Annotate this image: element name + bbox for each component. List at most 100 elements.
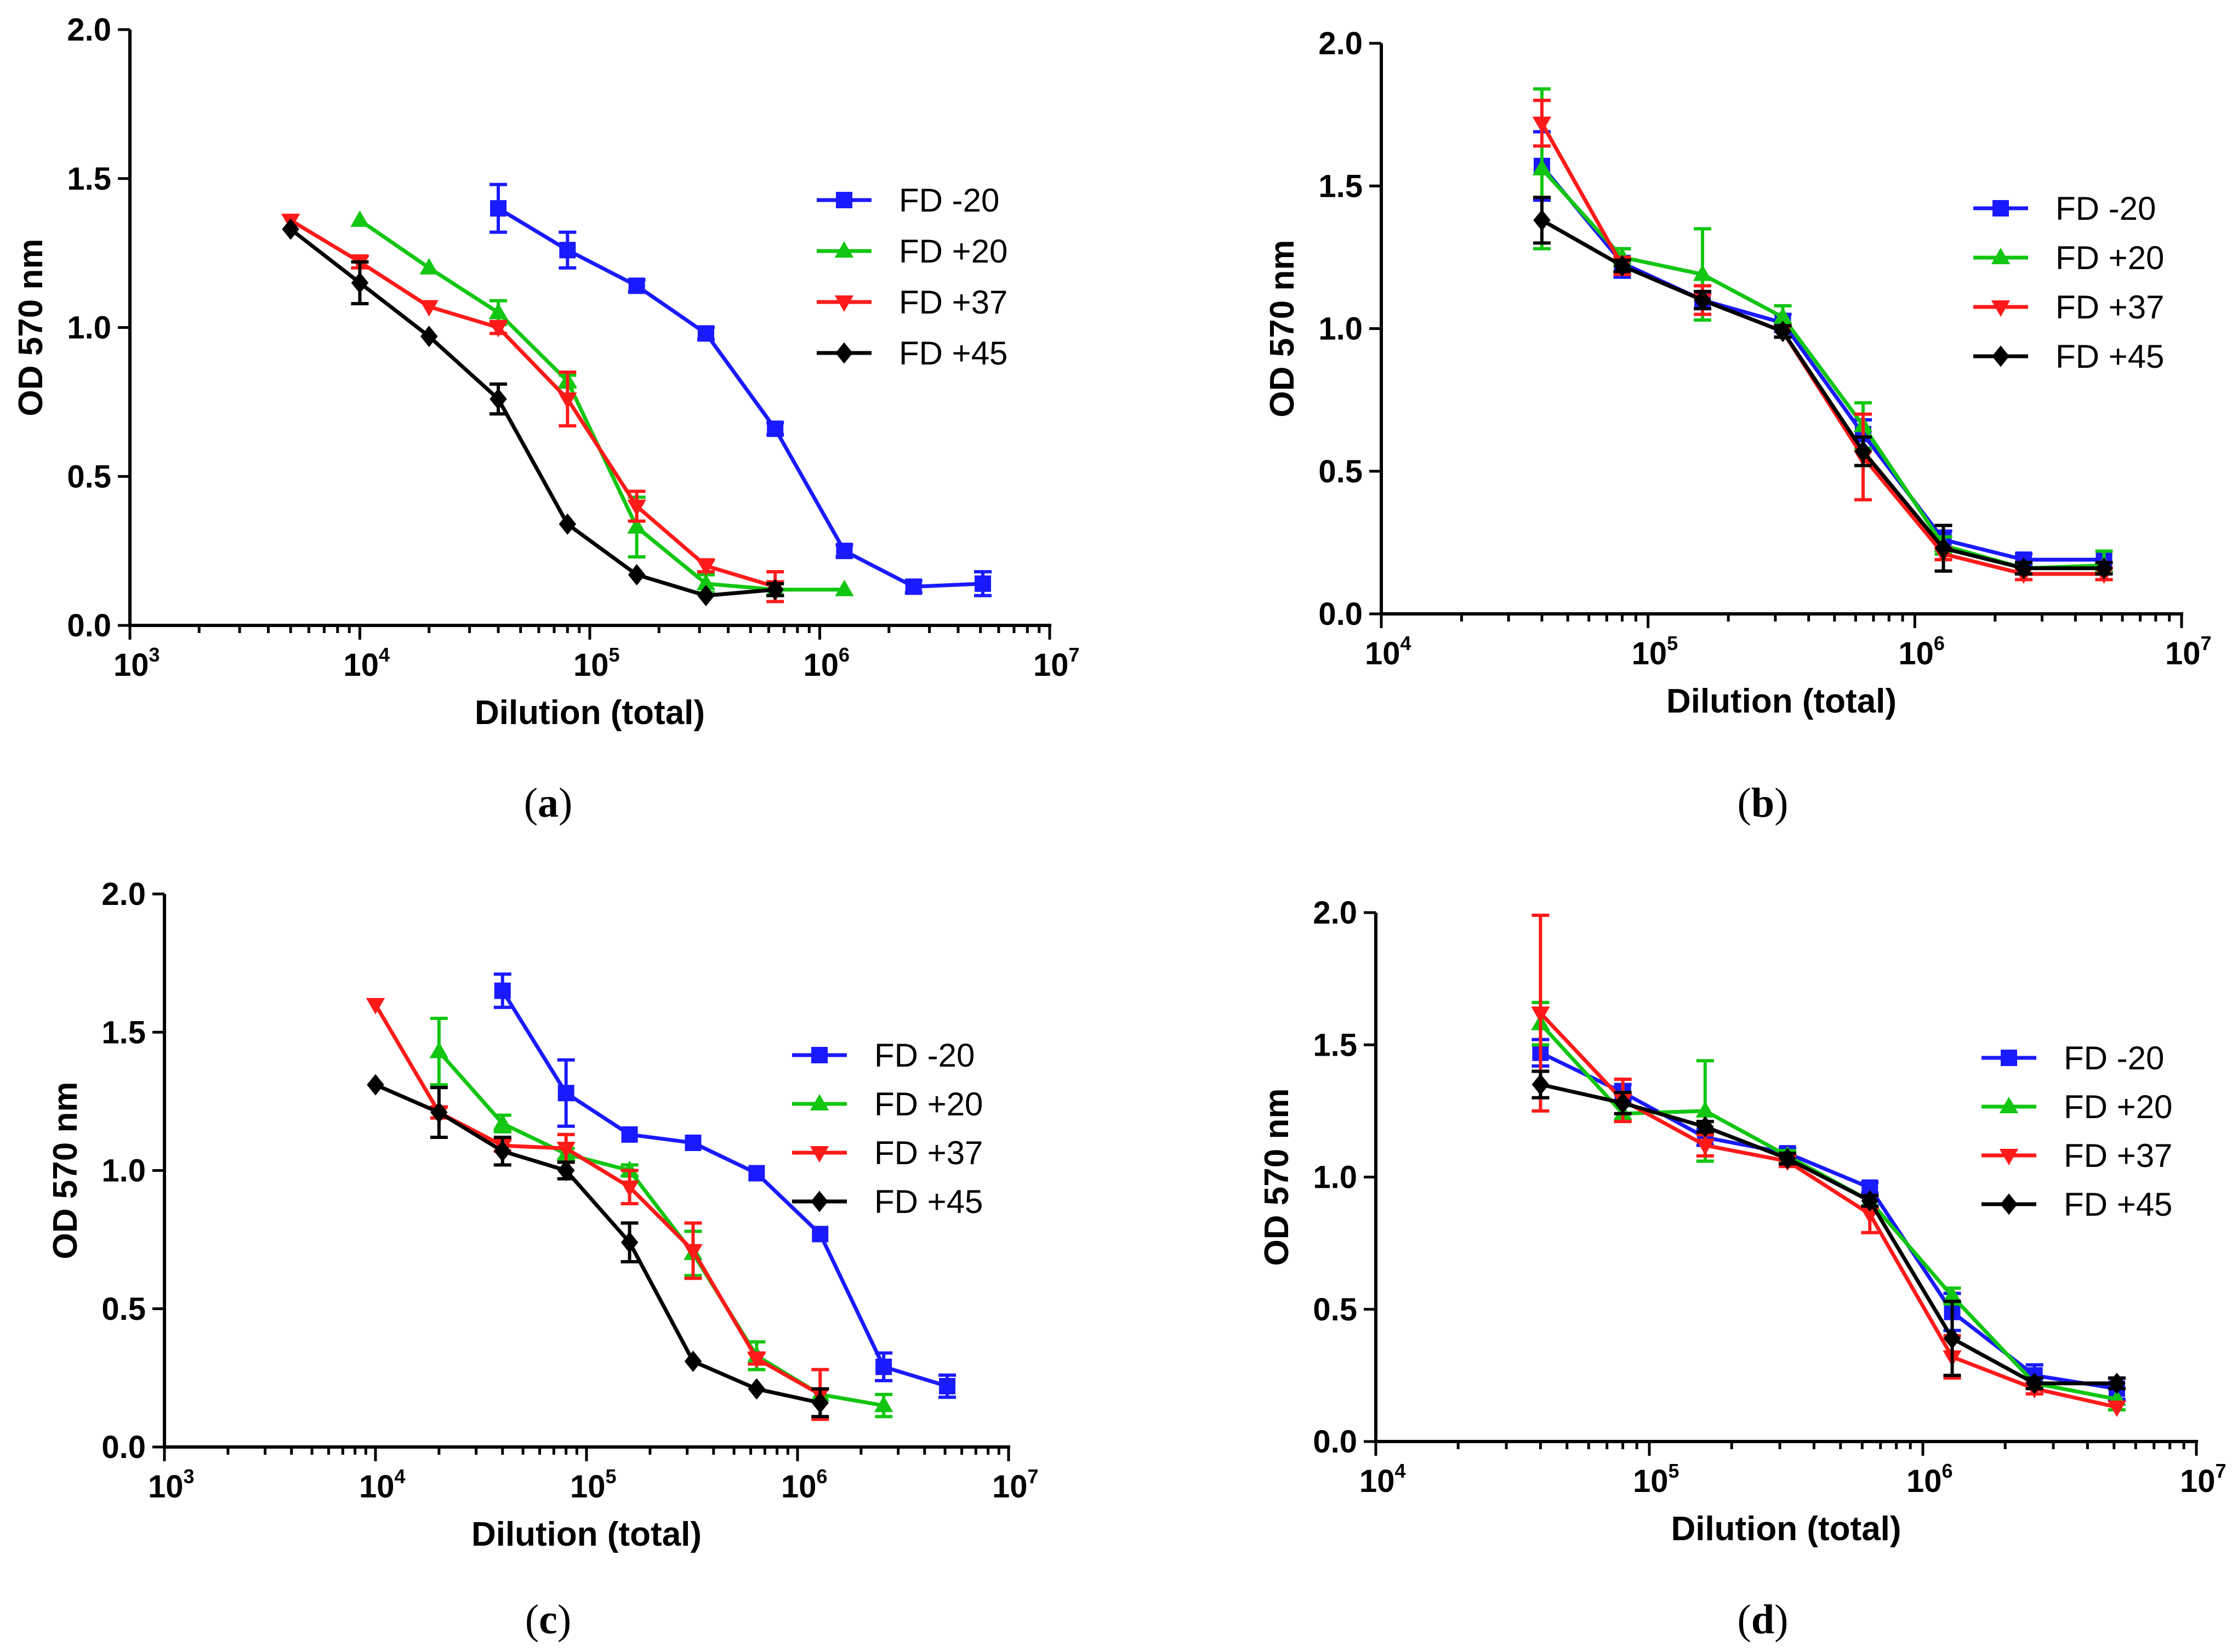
data-point [1854,440,1872,462]
x-tick-exponent: 6 [839,643,850,666]
panel-label-letter: b [1751,780,1774,826]
data-point [557,1085,574,1102]
data-point [419,258,439,275]
x-tick-base: 10 [1906,1463,1942,1499]
data-point [1861,1190,1879,1212]
x-tick-label: 107 [2180,1460,2227,1499]
y-tick-label: 1.0 [67,310,111,346]
x-tick-base: 10 [804,647,839,683]
panel-label-close: ) [1774,780,1788,826]
series-FDplus37 [281,213,785,603]
x-axis-title: Dilution (total) [471,1516,702,1553]
series-FDplus20 [1532,87,2114,582]
data-point [696,559,716,576]
x-tick-label: 107 [2165,632,2212,671]
data-point [367,1074,384,1096]
y-tick-label: 0.5 [67,459,111,494]
series-FDplus45 [1531,1069,2126,1394]
series-line [1540,122,2104,576]
x-tick-exponent: 5 [1669,1460,1679,1482]
data-point [419,300,439,317]
data-point [1695,1101,1715,1118]
data-point [684,1351,702,1372]
data-point [1532,116,1552,133]
y-tick-label: 2.0 [1318,26,1363,61]
x-tick-exponent: 3 [184,1465,195,1488]
x-axis-title: Dilution (total) [1671,1510,1901,1548]
data-point [835,579,854,596]
data-point [557,1160,575,1181]
series-line [373,1004,821,1397]
x-tick-base: 10 [1633,1463,1669,1499]
series-line [500,989,948,1388]
data-point [420,326,438,348]
legend-marker [1999,1097,2019,1113]
y-axis-title: OD 570 nm [1263,240,1301,418]
data-point [620,1180,639,1197]
data-point [684,1244,703,1261]
legend-marker [836,192,852,208]
series-line [289,218,776,589]
x-tick-label: 107 [992,1465,1039,1505]
panel-label-letter: c [539,1597,557,1643]
x-tick-exponent: 6 [1942,1460,1953,1482]
data-point [1943,1328,1961,1349]
y-tick-label: 1.5 [1313,1027,1357,1063]
data-point [627,517,646,534]
x-tick-label: 104 [359,1465,406,1505]
legend-marker [2001,1050,2017,1066]
x-tick-exponent: 4 [1395,1460,1406,1482]
series-line [1540,164,2104,562]
panel-label-open: ( [525,1597,539,1643]
x-tick-label: 103 [113,643,160,683]
legend-label: FD -20 [2064,1040,2164,1076]
data-point [488,303,508,320]
legend-marker [811,1190,828,1212]
panel-label-open: ( [524,780,538,826]
panel-label-letter: d [1751,1597,1774,1643]
x-tick-exponent: 7 [1028,1465,1039,1488]
series-FDminus20 [493,972,956,1399]
data-point [905,578,922,595]
x-tick-exponent: 5 [609,643,620,666]
x-tick-label: 106 [1898,632,1945,671]
legend: FD -20 FD +20 FD +37 FD +45 [1982,1040,2172,1223]
x-tick-label: 105 [1632,632,1678,671]
x-tick-label: 104 [1365,632,1411,671]
series-FDminus20 [1533,130,2113,570]
data-point [628,564,646,586]
x-axis-title: Dilution (total) [475,694,705,732]
data-point [811,1392,829,1414]
x-tick-base: 10 [2180,1463,2216,1499]
x-tick-label: 106 [804,643,850,683]
y-tick-label: 0.5 [1313,1292,1357,1328]
series-line [289,227,776,598]
data-point [939,1378,956,1395]
data-point [1693,264,1712,281]
y-tick-label: 0.0 [101,1429,146,1465]
data-point [1779,1148,1796,1170]
data-point [766,579,784,601]
legend-label: FD +45 [899,335,1007,372]
legend-marker [1991,300,2011,317]
y-axis-title: OD 570 nm [47,1082,84,1260]
legend-label: FD +20 [899,233,1007,270]
data-point [748,1165,765,1182]
legend-marker [811,1047,828,1063]
x-tick-exponent: 6 [817,1465,828,1488]
y-tick-label: 1.5 [1318,168,1363,204]
series-line [374,1083,821,1405]
x-tick-exponent: 7 [2216,1460,2227,1482]
y-tick-label: 2.0 [67,12,111,48]
series-line [1539,1011,2117,1409]
y-tick-label: 0.0 [1313,1424,1357,1460]
x-tick-exponent: 7 [2201,632,2212,654]
legend-label: FD +45 [874,1183,983,1220]
x-tick-exponent: 4 [395,1465,406,1488]
x-tick-label: 104 [344,643,390,683]
x-tick-base: 10 [1365,636,1400,671]
data-point [556,1142,576,1159]
